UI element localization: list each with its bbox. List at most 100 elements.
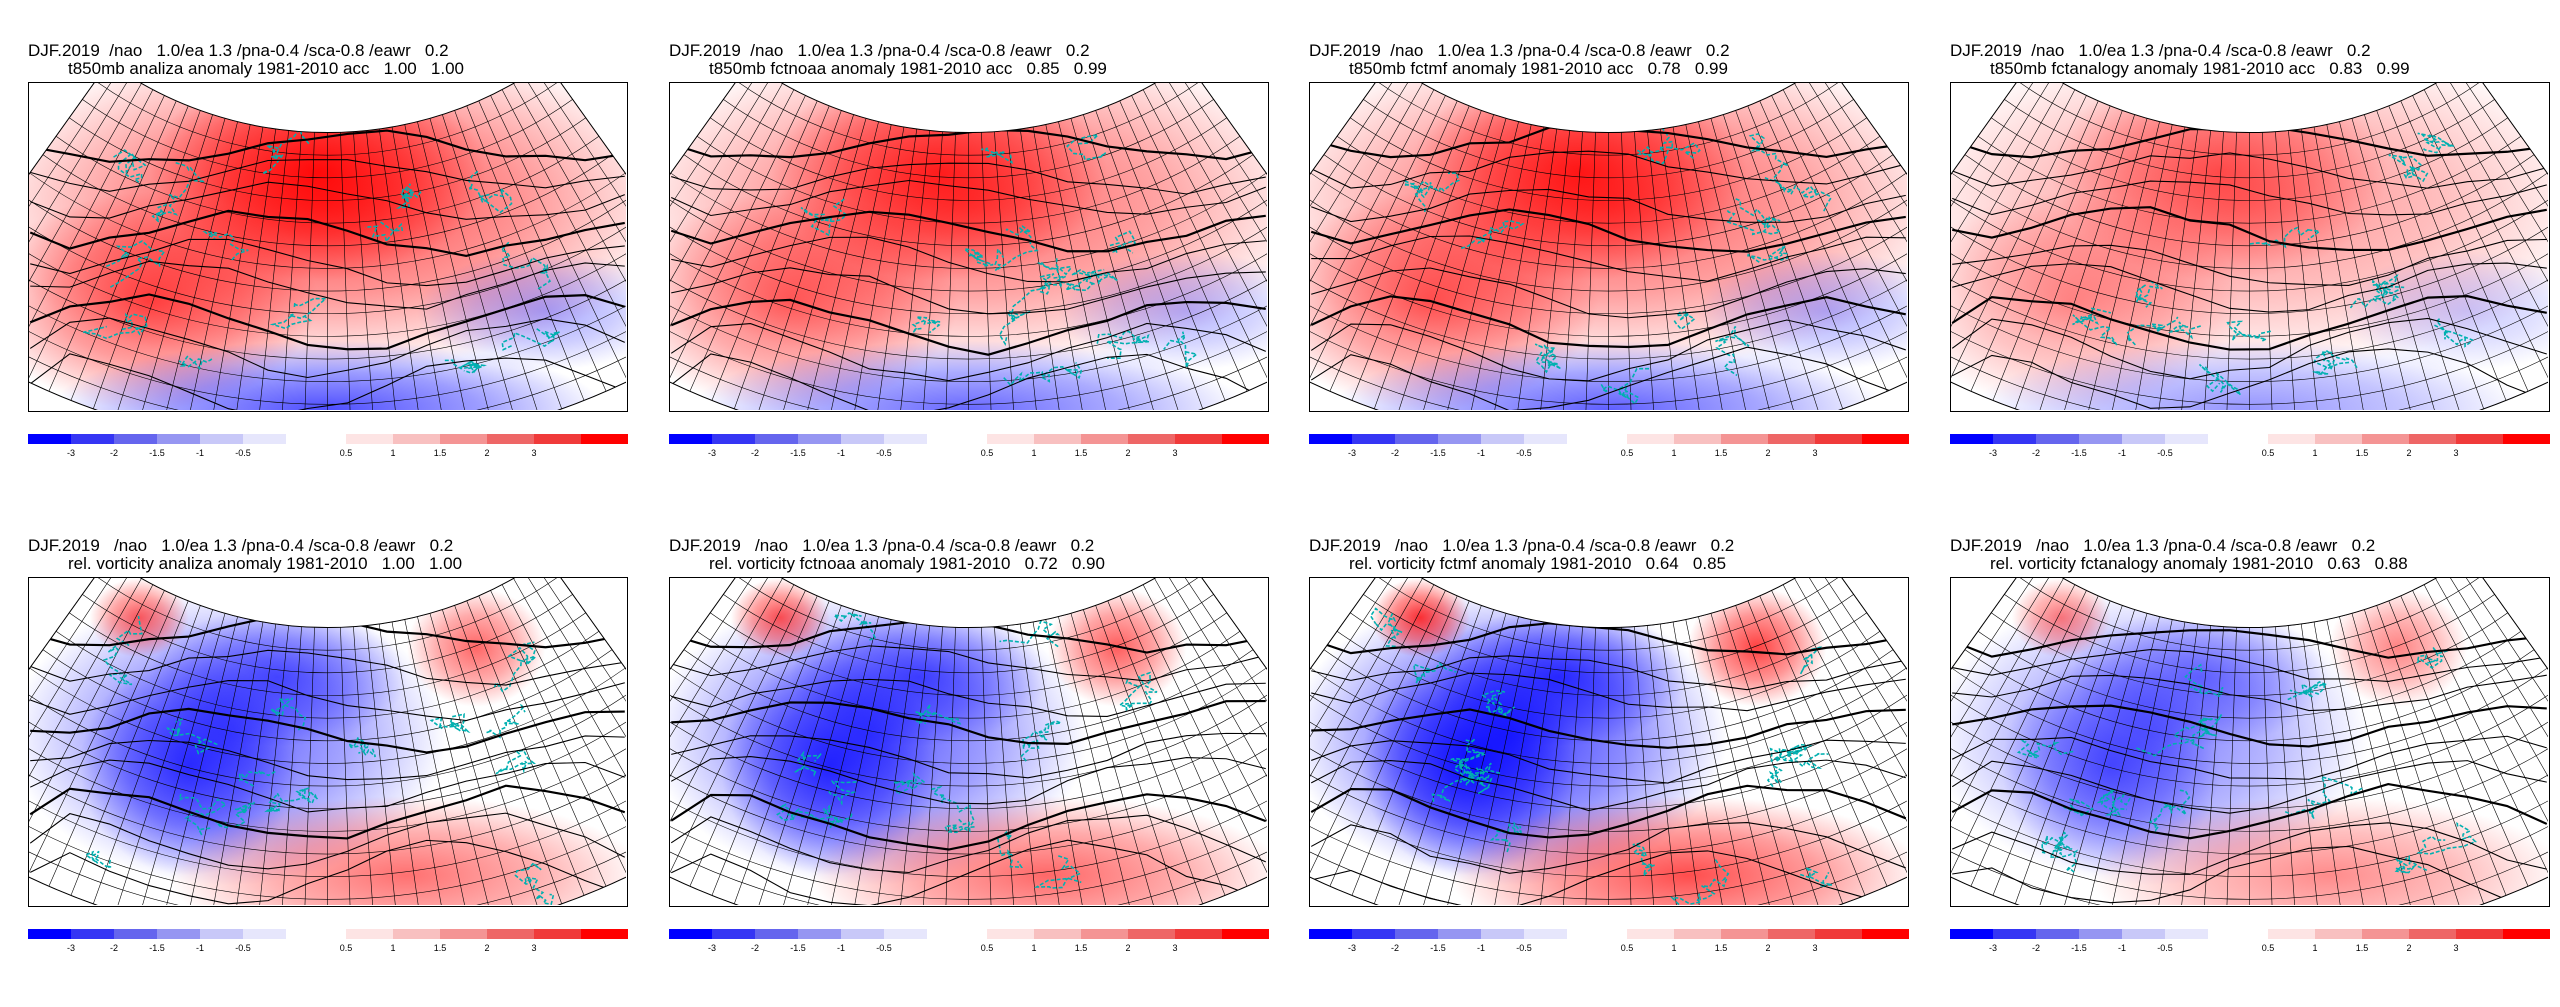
colorbar-swatch [1034,929,1081,939]
map-canvas [670,83,1267,410]
map-canvas [670,578,1267,905]
coastlines [83,127,560,374]
colorbar-labels: -3 -2 -1.5 -1 -0.5 0.5 1 1.5 2 3 [1950,448,2550,460]
map-panel: DJF.2019 /nao 1.0/ea 1.3 /pna-0.4 /sca-0… [1950,537,2550,1007]
colorbar-tick-label: 2 [2406,943,2412,953]
anomaly-field [29,578,626,905]
colorbar-swatch [1309,434,1352,444]
colorbar-tick-label: -1 [195,448,205,458]
colorbar-tick-label: 1.5 [1074,943,1088,953]
colorbar-tick-label: -3 [707,943,717,953]
colorbar-tick-label: 3 [1172,943,1178,953]
colorbar-swatch [346,929,393,939]
colorbar-tick-label: -0.5 [235,448,251,458]
panel-title-line2: rel. vorticity fctnoaa anomaly 1981-2010… [709,554,1105,573]
map-panel: DJF.2019 /nao 1.0/ea 1.3 /pna-0.4 /sca-0… [669,537,1269,1007]
colorbar-swatch [157,434,200,444]
colorbar-swatch [2456,929,2503,939]
colorbar-tick-label: 1 [2312,943,2318,953]
colorbar: -3 -2 -1.5 -1 -0.5 0.5 1 1.5 2 3 [28,434,628,462]
colorbar: -3 -2 -1.5 -1 -0.5 0.5 1 1.5 2 3 [1950,434,2550,462]
colorbar-labels: -3 -2 -1.5 -1 -0.5 0.5 1 1.5 2 3 [1950,943,2550,955]
colorbar-tick-label: -3 [1988,943,1998,953]
anomaly-map [1309,82,1909,412]
colorbar-labels: -3 -2 -1.5 -1 -0.5 0.5 1 1.5 2 3 [1309,943,1909,955]
colorbar-tick-label: -1.5 [790,943,806,953]
colorbar-tick-label: -3 [66,943,76,953]
map-panel: DJF.2019 /nao 1.0/ea 1.3 /pna-0.4 /sca-0… [1309,537,1909,1007]
colorbar-swatch [114,434,157,444]
colorbar-swatch [200,929,243,939]
colorbar-labels: -3 -2 -1.5 -1 -0.5 0.5 1 1.5 2 3 [669,448,1269,460]
panel-title-line1: DJF.2019 /nao 1.0/ea 1.3 /pna-0.4 /sca-0… [1950,536,2376,555]
colorbar-tick-label: 1.5 [2355,943,2369,953]
anomaly-field [1951,83,2548,410]
colorbar-swatch [393,929,440,939]
colorbar-swatch [346,434,393,444]
colorbar-swatch [755,434,798,444]
colorbar-swatch [1524,929,1567,939]
anomaly-field [1951,578,2548,905]
colorbar-swatch [2456,434,2503,444]
colorbar-tick-label: -0.5 [2157,943,2173,953]
colorbar-swatch [1438,929,1481,939]
colorbar-tick-label: 2 [484,943,490,953]
colorbar-tick-label: 0.5 [339,448,353,458]
panel-title-line1: DJF.2019 /nao 1.0/ea 1.3 /pna-0.4 /sca-0… [1950,41,2371,60]
colorbar-swatch [2079,929,2122,939]
contours [1951,629,2548,904]
colorbar-labels: -3 -2 -1.5 -1 -0.5 0.5 1 1.5 2 3 [28,448,628,460]
colorbar-tick-label: -1 [2117,448,2127,458]
colorbar-tick-label: 1 [1671,943,1677,953]
coastlines [84,615,555,905]
colorbar-swatch [2079,434,2122,444]
colorbar-tick-label: -1.5 [149,943,165,953]
colorbar-tick-label: -1.5 [2071,943,2087,953]
map-sector-outline [29,83,626,410]
colorbar-swatch [755,929,798,939]
map-sector-outline [670,578,1267,905]
anomaly-map [669,577,1269,907]
colorbar-labels: -3 -2 -1.5 -1 -0.5 0.5 1 1.5 2 3 [28,943,628,955]
colorbar-positive [987,929,1269,939]
colorbar-tick-label: -1.5 [149,448,165,458]
colorbar-swatch [581,929,628,939]
colorbar: -3 -2 -1.5 -1 -0.5 0.5 1 1.5 2 3 [1309,434,1909,462]
colorbar-swatch [2268,929,2315,939]
map-sector-outline [1951,83,2548,410]
colorbar-negative [1950,929,2208,939]
panel-title-line1: DJF.2019 /nao 1.0/ea 1.3 /pna-0.4 /sca-0… [1309,536,1735,555]
colorbar-swatch [1862,929,1909,939]
colorbar-swatch [712,434,755,444]
anomaly-field [1310,578,1907,905]
colorbar-swatch [2036,929,2079,939]
colorbar-swatch [1721,434,1768,444]
colorbar-swatch [393,434,440,444]
colorbar-swatch [987,929,1034,939]
colorbar-tick-label: -3 [707,448,717,458]
colorbar-tick-label: 1 [390,448,396,458]
panel-title-line1: DJF.2019 /nao 1.0/ea 1.3 /pna-0.4 /sca-0… [669,41,1090,60]
colorbar-tick-label: 1.5 [1714,448,1728,458]
panel-title-line2: t850mb fctnoaa anomaly 1981-2010 acc 0.8… [709,59,1107,78]
panel-title-line2: t850mb analiza anomaly 1981-2010 acc 1.0… [68,59,464,78]
colorbar-tick-label: -1 [1476,943,1486,953]
colorbar-positive [346,929,628,939]
colorbar: -3 -2 -1.5 -1 -0.5 0.5 1 1.5 2 3 [1309,929,1909,957]
panel-title-line1: DJF.2019 /nao 1.0/ea 1.3 /pna-0.4 /sca-0… [1309,41,1730,60]
panel-title-line2: rel. vorticity fctmf anomaly 1981-2010 0… [1349,554,1727,573]
colorbar-swatch [1627,434,1674,444]
colorbar-swatch [1993,434,2036,444]
coastlines [800,133,1199,387]
colorbar-swatch [1175,929,1222,939]
colorbar-negative [1950,434,2208,444]
colorbar-swatch [71,434,114,444]
colorbar-tick-label: -0.5 [876,448,892,458]
colorbar-swatch [534,929,581,939]
contours [1310,124,1906,410]
colorbar-swatch [581,434,628,444]
anomaly-field [1310,83,1907,410]
contours [670,128,1267,410]
contours [670,620,1267,905]
colorbar-negative [1309,929,1567,939]
